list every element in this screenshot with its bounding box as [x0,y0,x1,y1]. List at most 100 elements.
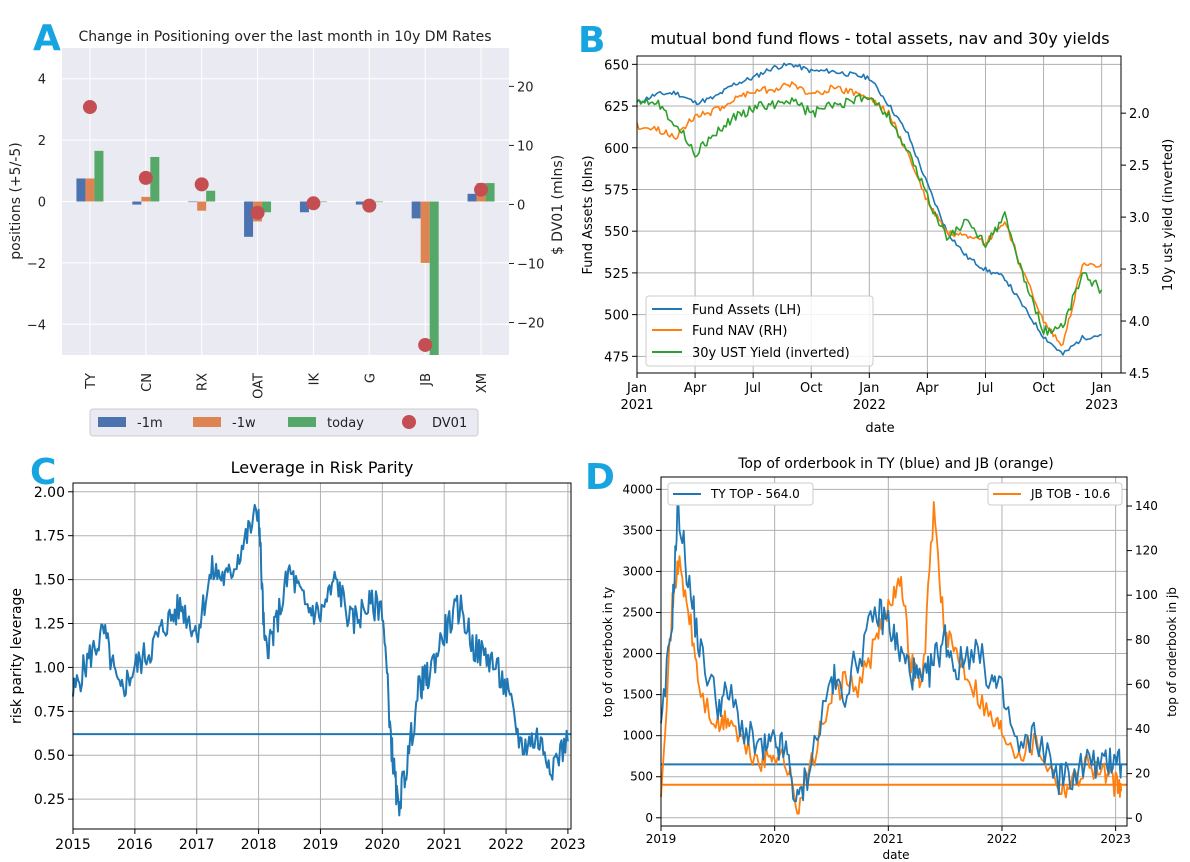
panel-a-dv01-points [82,100,489,352]
y-tick-label: 2000 [622,647,653,661]
panel-a-legend-frame [89,408,479,437]
x-tick-label: 2019 [646,832,677,846]
panel-c-title: Leverage in Risk Parity [231,458,414,477]
panel-d-xlabel: date [882,848,909,862]
panel-c-lines [72,503,571,817]
y-tick-label: 550 [604,225,629,240]
line-fund-nav [636,81,1103,347]
legend-label-30y-yield: 30y UST Yield (inverted) [692,346,850,361]
y-tick-label: −2 [27,257,46,272]
panel-d-legend-left: TY TOP - 564.0 [667,482,814,506]
y2-tick-label: 20 [1135,767,1150,781]
y-tick-label: 1000 [622,729,653,743]
panel-d-legend-left-frame [667,482,814,506]
x-tick-year: 2023 [1085,398,1118,413]
panel-a-y2-ticks: −20 −10 0 10 20 [509,80,544,332]
legend-label-1w: -1w [232,416,256,431]
y2-tick-label: 0 [1135,811,1143,825]
panel-c-x-ticks: 2015 2016 2017 2018 2019 2020 2021 2022 2023 [55,829,586,853]
dv01-point [474,182,489,197]
y-tick-label: 3500 [622,523,653,537]
panel-c-frame [72,482,572,830]
y-tick-label: 475 [604,350,629,365]
x-tick-label: 2015 [55,837,91,853]
y-tick-label: 575 [604,183,629,198]
bar [188,201,198,203]
y2-tick-label: 120 [1135,544,1158,558]
panel-d-y2-ticks: 0 20 40 60 80 100 120 140 [1127,499,1158,825]
legend-label-fund-assets: Fund Assets (LH) [692,303,801,318]
panel-d-x-ticks: 2019 2020 2021 2022 2023 [646,826,1131,846]
x-tick-label: Jul [744,381,761,396]
panel-b-y2label: 10y ust yield (inverted) [1161,139,1176,291]
panel-d-y2label: top of orderbook in jb [1165,587,1179,717]
legend-label-1m: -1m [137,416,163,431]
panel-b-ylabel: Fund Assets (blns) [581,155,596,274]
x-tick-label: 2021 [873,832,904,846]
y2-tick-label: 4.0 [1129,315,1150,330]
y2-tick-label: −20 [517,317,544,332]
y-tick-label: 1500 [622,688,653,702]
panel-a-y2label: $ DV01 (mlns) [550,155,566,255]
y2-tick-label: 0 [517,198,525,213]
panel-d-y-ticks: 0 500 1000 1500 2000 2500 3000 3500 4000 [622,482,661,825]
x-tick-label: Jan [1091,381,1112,396]
x-tick-label: RX [196,373,211,391]
bar [206,190,216,202]
x-tick-label: 2020 [364,837,400,853]
bar [373,201,383,203]
panel-d: 0 500 1000 1500 2000 2500 3000 3500 4000 0 20 40 60… [585,456,1179,862]
panel-d-legend-right-frame [987,482,1123,506]
bar [94,150,104,202]
x-tick-label: 2023 [550,837,586,853]
legend-label-fund-nav: Fund NAV (RH) [692,324,787,339]
x-tick-year: 2021 [620,398,653,413]
panel-b-lines [636,62,1103,356]
y-tick-label: 600 [604,142,629,157]
dv01-point [250,205,265,220]
x-tick-label: JB [419,373,434,387]
y2-tick-label: 2.5 [1129,159,1150,174]
panel-b-frame [636,55,1122,374]
panel-d-letter: D [585,457,615,498]
bar [429,201,439,355]
x-tick-label: CN [140,373,155,392]
legend-swatch-today [288,417,316,427]
panel-a-y-ticks: −4 −2 0 2 4 [27,73,46,334]
x-tick-label: 2016 [117,837,153,853]
y-tick-label: 525 [604,267,629,282]
dv01-point [138,170,153,185]
y2-tick-label: −10 [517,257,544,272]
panel-c-y-ticks: 0.25 0.50 0.75 1.00 1.25 1.50 1.75 2.00 [34,485,73,808]
x-tick-label: 2019 [303,837,339,853]
y-tick-label: 1.00 [34,660,65,676]
panel-a-title: Change in Positioning over the last mont… [78,29,491,45]
line-ty-top [660,490,1123,803]
y2-tick-label: 20 [517,80,534,95]
y2-tick-label: 10 [517,139,534,154]
panel-c: 0.250.500.751.001.251.501.752.00 2015 201… [9,452,586,853]
x-tick-label: IK [307,373,322,386]
y-tick-label: 2500 [622,605,653,619]
x-tick-label: G [363,373,378,383]
y-tick-label: 4 [38,73,46,88]
y-tick-label: 500 [630,770,653,784]
dv01-point [194,177,209,192]
x-tick-label: Jan [858,381,879,396]
y2-tick-label: 40 [1135,722,1150,736]
bar [262,201,272,213]
panel-b-letter: B [578,20,605,61]
legend-label-today: today [327,416,364,431]
y-tick-label: −4 [27,318,46,333]
y2-tick-label: 2.0 [1129,107,1150,122]
x-tick-label: OAT [252,373,267,399]
bar [355,201,365,205]
legend-marker-dv01 [402,415,416,429]
y-tick-label: 0 [38,196,46,211]
x-tick-label: Jul [977,381,994,396]
bar [197,201,207,211]
dv01-point [82,100,97,115]
legend-swatch-1m [98,417,126,427]
